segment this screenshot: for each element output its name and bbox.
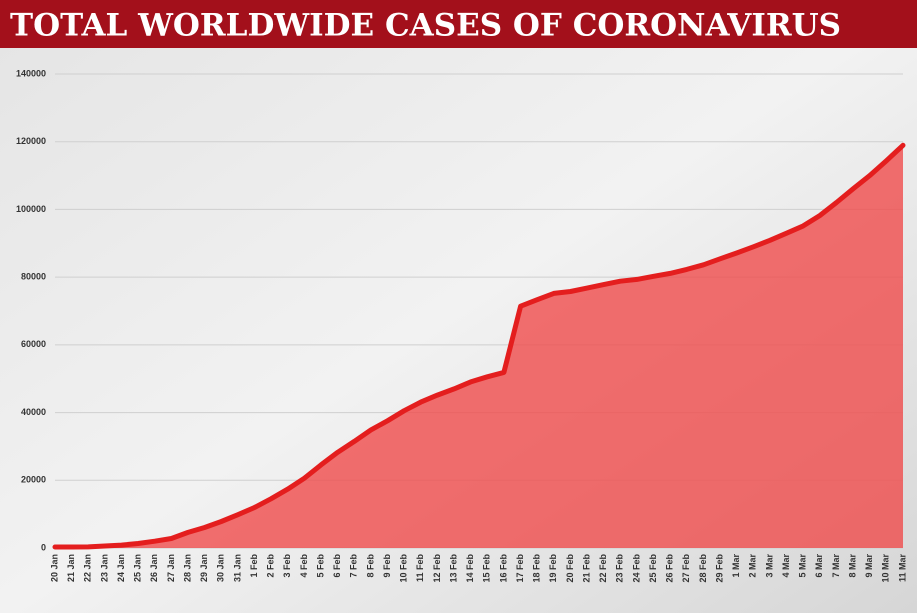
line (52, 142, 906, 550)
y-tick-label: 60000 (21, 339, 46, 349)
x-tick-label: 31 Jan (232, 554, 242, 582)
x-tick-label: 21 Jan (66, 554, 76, 582)
x-tick-label: 22 Feb (598, 554, 608, 583)
x-tick-label: 11 Feb (415, 553, 425, 582)
x-tick-label: 29 Feb (714, 554, 724, 583)
x-tick-label: 29 Jan (199, 554, 209, 582)
x-tick-label: 1 Mar (731, 554, 741, 578)
x-tick-label: 20 Feb (565, 554, 575, 583)
x-tick-label: 24 Feb (631, 554, 641, 583)
x-tick-label: 12 Feb (432, 554, 442, 583)
x-tick-label: 25 Jan (133, 554, 143, 582)
y-tick-label: 80000 (21, 272, 46, 282)
x-tick-label: 24 Jan (116, 554, 126, 582)
x-tick-label: 3 Mar (764, 554, 774, 578)
x-tick-label: 28 Jan (182, 554, 192, 582)
x-tick-label: 11 Mar (897, 554, 907, 583)
x-tick-label: 6 Feb (332, 554, 342, 578)
x-tick-label: 28 Feb (698, 554, 708, 583)
y-tick-label: 0 (41, 542, 46, 552)
x-tick-label: 4 Mar (781, 554, 791, 578)
title-banner (0, 0, 917, 48)
chart-title: TOTAL WORLDWIDE CASES OF CORONAVIRUS (10, 8, 841, 44)
x-tick-label: 27 Feb (681, 554, 691, 583)
x-tick-label: 21 Feb (581, 554, 591, 583)
area-fill (55, 145, 903, 549)
x-tick-label: 20 Jan (49, 554, 59, 582)
x-tick-label: 9 Mar (864, 554, 874, 578)
y-tick-label: 40000 (21, 407, 46, 417)
x-tick-label: 18 Feb (532, 554, 542, 583)
x-tick-label: 6 Mar (814, 554, 824, 578)
x-tick-label: 23 Jan (99, 554, 109, 582)
x-tick-label: 30 Jan (216, 554, 226, 582)
x-tick-label: 5 Mar (798, 554, 808, 578)
x-tick-label: 1 Feb (249, 554, 259, 578)
x-tick-label: 10 Feb (399, 554, 409, 583)
x-tick-label: 8 Feb (365, 554, 375, 578)
x-tick-label: 19 Feb (548, 554, 558, 583)
x-tick-label: 10 Mar (881, 554, 891, 583)
x-tick-label: 14 Feb (465, 554, 475, 583)
x-tick-label: 16 Feb (498, 554, 508, 583)
x-tick-label: 25 Feb (648, 554, 658, 583)
x-tick-label: 15 Feb (482, 554, 492, 583)
x-tick-label: 17 Feb (515, 554, 525, 583)
x-tick-label: 8 Mar (847, 554, 857, 578)
x-tick-label: 22 Jan (83, 554, 93, 582)
y-tick-label: 120000 (16, 136, 46, 146)
x-tick-label: 26 Jan (149, 554, 159, 582)
x-tick-label: 2 Mar (748, 554, 758, 578)
x-tick-label: 9 Feb (382, 554, 392, 578)
y-tick-label: 140000 (16, 68, 46, 78)
x-tick-label: 5 Feb (315, 554, 325, 578)
x-tick-label: 7 Mar (831, 554, 841, 578)
x-tick-label: 4 Feb (299, 554, 309, 578)
x-tick-label: 23 Feb (615, 554, 625, 583)
x-tick-label: 27 Jan (166, 554, 176, 582)
y-tick-label: 100000 (16, 204, 46, 214)
y-tick-label: 20000 (21, 475, 46, 485)
x-tick-label: 2 Feb (266, 554, 276, 578)
x-tick-label: 26 Feb (665, 554, 675, 583)
x-tick-label: 13 Feb (448, 554, 458, 583)
x-tick-label: 3 Feb (282, 554, 292, 578)
x-tick-label: 7 Feb (349, 554, 359, 578)
